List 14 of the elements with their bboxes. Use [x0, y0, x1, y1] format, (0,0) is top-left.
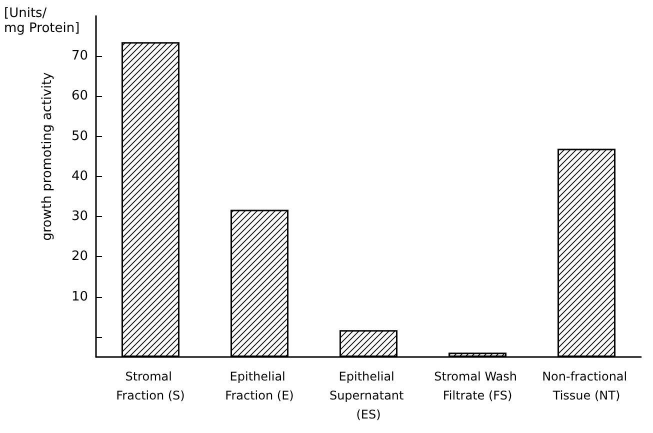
x-tick-label: Stromal Wash Filtrate (FS)	[434, 370, 521, 402]
x-tick-label: Epithelial Fraction (E)	[225, 370, 294, 402]
x-tick-label: Epithelial Supernatant (ES)	[329, 370, 408, 422]
y-tick-label: 50	[71, 128, 88, 144]
y-axis-title: growth promoting activity	[40, 72, 55, 241]
x-tick-label: Stromal Fraction (S)	[116, 370, 185, 402]
y-tick-label: 20	[71, 249, 88, 264]
y-tick-label: 70	[71, 48, 88, 64]
y-tick-label: 40	[71, 168, 88, 184]
y-tick-label: 30	[71, 209, 88, 224]
y-tick-label: 60	[71, 88, 88, 104]
y-tick-label: 10	[71, 289, 88, 304]
x-tick-label: Non-fractional Tissue (NT)	[542, 370, 631, 402]
text: [Units/ mg Protein]	[4, 6, 80, 36]
